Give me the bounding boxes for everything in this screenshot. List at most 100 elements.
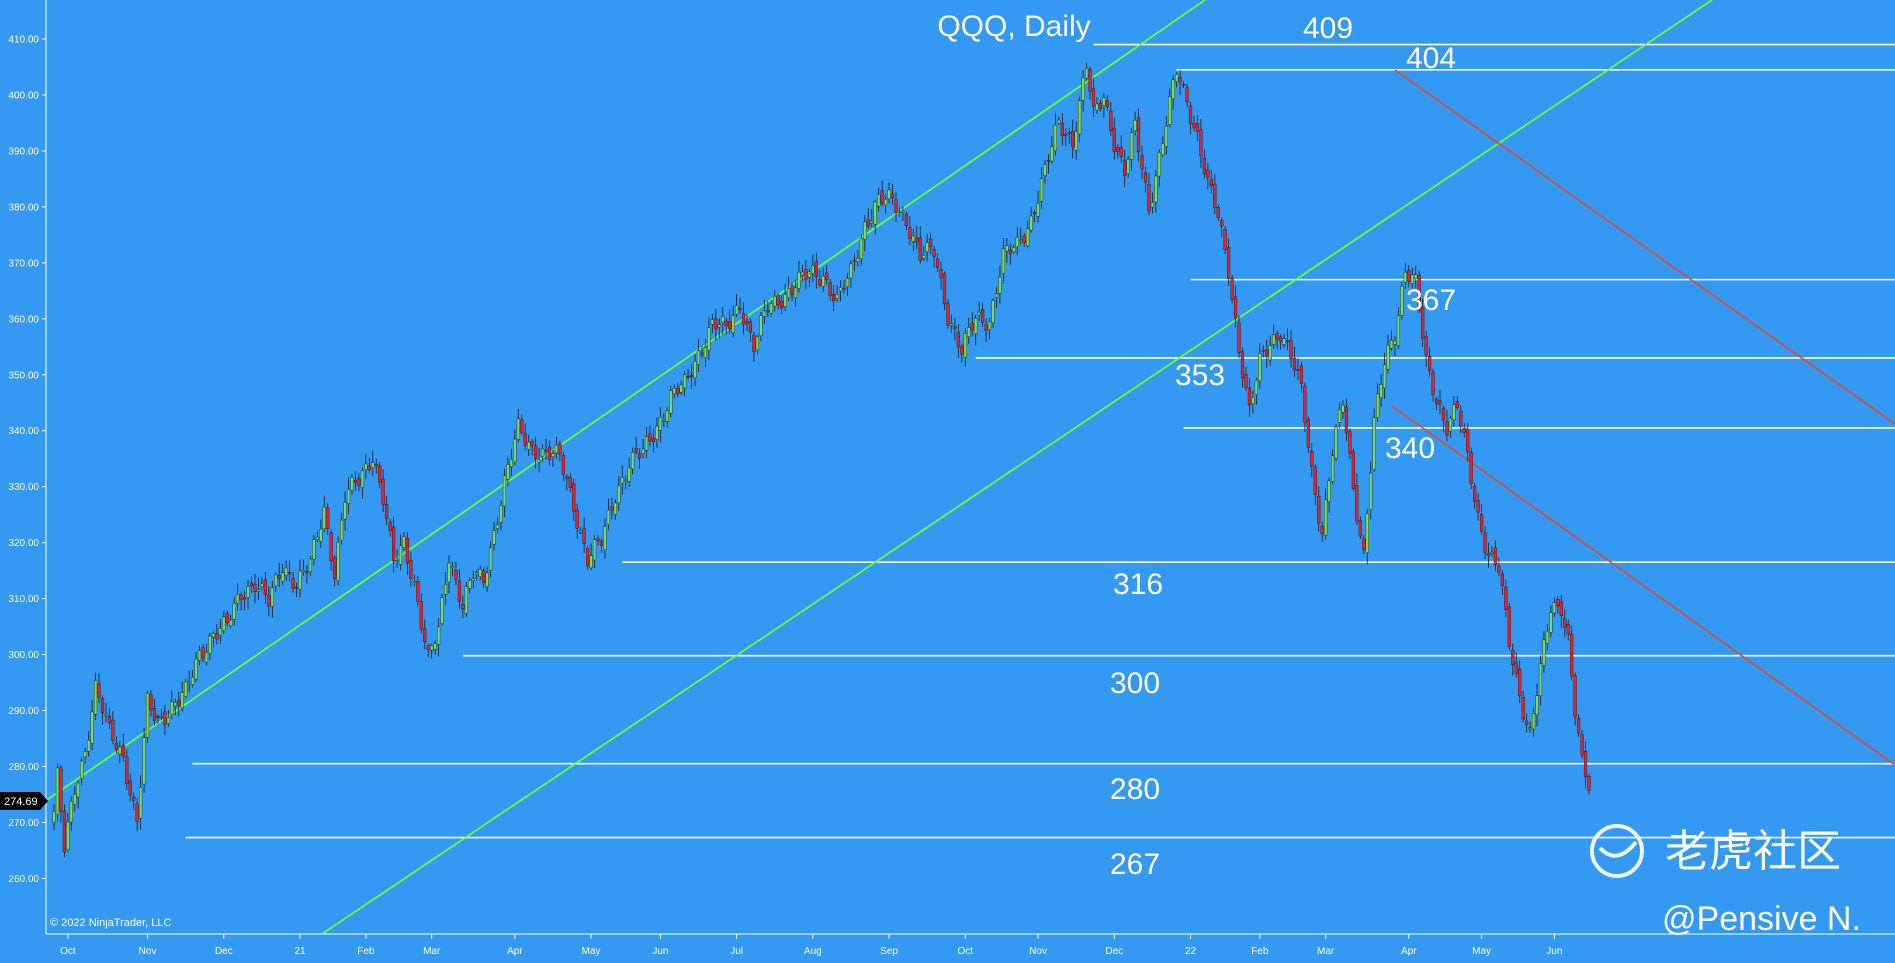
candle-up xyxy=(554,444,559,454)
chart-title: QQQ, Daily xyxy=(937,10,1090,43)
candle-down xyxy=(125,756,129,784)
y-tick-label: 350.00 xyxy=(8,370,39,381)
candle-down xyxy=(1032,212,1037,214)
candle-down xyxy=(981,309,985,323)
candle-up xyxy=(1130,132,1134,160)
candle-up xyxy=(1133,120,1137,131)
candle-up xyxy=(395,560,399,562)
candle-down xyxy=(738,307,742,311)
x-tick-label: 21 xyxy=(294,946,306,957)
candle-down xyxy=(956,332,960,348)
candle-up xyxy=(139,787,143,819)
candle-down xyxy=(818,279,822,286)
candle-down xyxy=(1060,122,1064,137)
candle-down xyxy=(426,645,430,650)
candle-down xyxy=(586,548,590,567)
candle-up xyxy=(897,211,902,213)
y-tick-label: 270.00 xyxy=(8,818,39,829)
candle-up xyxy=(104,713,108,716)
candle-up xyxy=(1081,77,1085,101)
candle-up xyxy=(270,587,274,607)
y-tick-label: 380.00 xyxy=(8,202,39,213)
candle-down xyxy=(1292,357,1297,371)
candle-down xyxy=(530,441,534,446)
candle-up xyxy=(492,530,496,545)
candle-up xyxy=(1542,639,1546,666)
candle-up xyxy=(55,767,60,815)
candle-down xyxy=(277,575,281,579)
candle-up xyxy=(1026,228,1030,247)
candle-up xyxy=(180,692,184,709)
candle-up xyxy=(665,410,669,422)
candle-down xyxy=(1462,427,1466,433)
candle-down xyxy=(291,578,295,589)
candle-up xyxy=(246,586,250,598)
candle-up xyxy=(93,680,98,715)
candle-down xyxy=(1320,526,1324,535)
candle-up xyxy=(1324,499,1328,536)
candle-down xyxy=(1192,122,1196,128)
candle-up xyxy=(1410,274,1414,284)
candle-down xyxy=(107,716,112,723)
lower-channel-line xyxy=(321,0,1713,935)
candle-up xyxy=(485,572,489,587)
candle-down xyxy=(1247,387,1252,406)
candle-up xyxy=(1074,131,1078,151)
watermark-text: 老虎社区 xyxy=(1665,827,1841,876)
candle-up xyxy=(1084,68,1089,79)
candle-up xyxy=(644,436,649,451)
candle-down xyxy=(935,258,940,268)
y-tick-label: 310.00 xyxy=(8,594,39,605)
candle-up xyxy=(204,652,209,663)
candle-down xyxy=(201,647,205,659)
candle-down xyxy=(1466,428,1470,452)
candle-down xyxy=(1199,129,1203,157)
candle-down xyxy=(748,321,753,333)
candle-down xyxy=(249,582,254,587)
candle-down xyxy=(367,465,371,470)
candle-up xyxy=(991,300,995,323)
candle-down xyxy=(852,259,857,262)
candle-down xyxy=(100,698,105,714)
candle-up xyxy=(887,189,891,199)
candle-down xyxy=(1525,720,1529,725)
level-label-367: 367 xyxy=(1406,284,1456,317)
candle-up xyxy=(281,572,285,582)
candle-up xyxy=(967,327,971,337)
candle-up xyxy=(1078,100,1082,135)
candle-up xyxy=(229,620,233,626)
candle-up xyxy=(1386,345,1390,370)
candle-up xyxy=(1154,175,1158,203)
candle-down xyxy=(953,326,957,330)
candle-down xyxy=(156,716,160,718)
candle-down xyxy=(1483,532,1487,553)
axis-lines xyxy=(45,0,1895,935)
candle-up xyxy=(516,418,520,440)
candle-up xyxy=(762,310,766,317)
candle-up xyxy=(371,462,375,468)
x-tick-label: Sep xyxy=(880,946,898,957)
candle-down xyxy=(1576,717,1581,734)
candle-down xyxy=(880,190,884,204)
candle-up xyxy=(797,272,801,289)
candle-up xyxy=(256,589,261,592)
x-tick-label: Jun xyxy=(1546,946,1562,957)
candle-down xyxy=(1428,355,1432,371)
candle-up xyxy=(1057,119,1061,124)
candle-down xyxy=(253,583,257,592)
y-tick-label: 260.00 xyxy=(8,874,39,885)
candle-down xyxy=(984,324,988,331)
candle-down xyxy=(1559,601,1563,616)
candle-down xyxy=(1178,77,1182,83)
candle-down xyxy=(520,419,524,434)
candle-down xyxy=(1583,751,1588,777)
candle-down xyxy=(1473,486,1477,502)
candlesticks xyxy=(52,62,1591,858)
candle-down xyxy=(1348,431,1352,454)
candle-up xyxy=(488,547,493,571)
candle-up xyxy=(735,305,739,315)
candle-down xyxy=(1116,147,1120,152)
candle-up xyxy=(76,782,80,798)
candle-up xyxy=(52,811,56,823)
candle-down xyxy=(790,285,794,295)
